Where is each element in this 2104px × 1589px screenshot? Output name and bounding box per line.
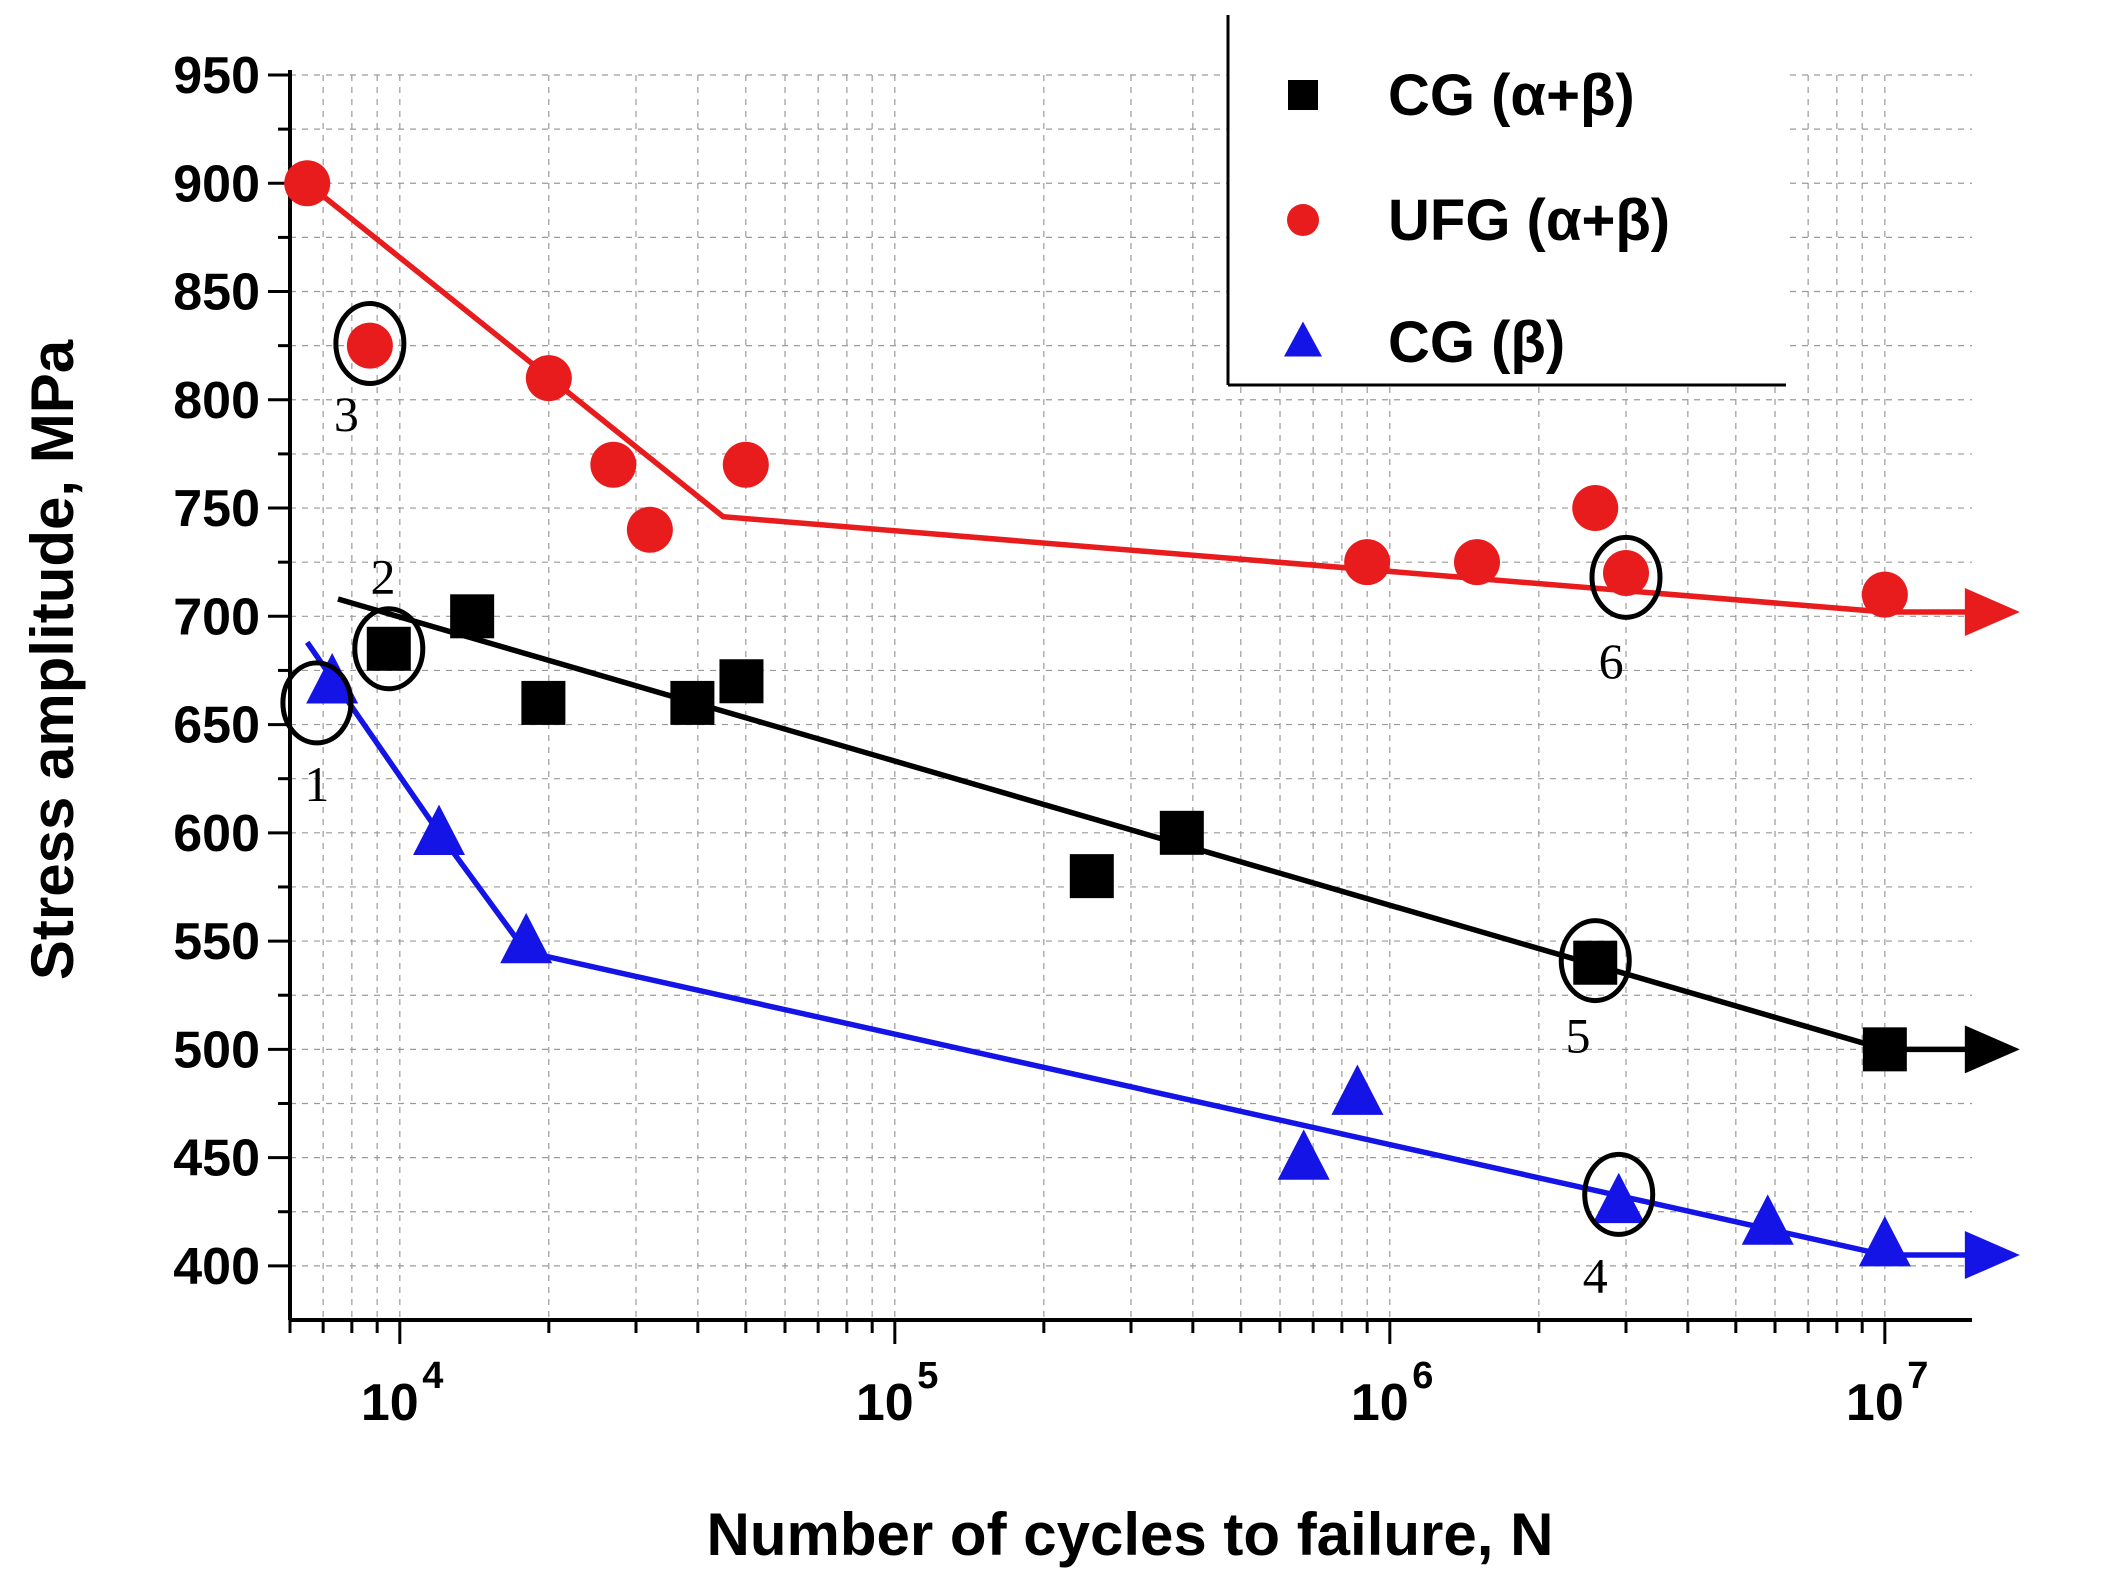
data-point-circle [590,441,637,488]
y-axis-title: Stress amplitude, MPa [19,339,86,980]
annotation-circle [280,660,354,746]
data-point-circle [1453,539,1500,586]
y-tick-label: 850 [173,264,260,322]
fit-line-triangle [304,640,1886,1258]
data-point-triangle [1741,1194,1794,1245]
annotation-circle [1582,1151,1656,1237]
data-point-circle [525,355,572,402]
data-point-triangle [1858,1216,1911,1267]
legend-background [1228,15,1786,385]
x-tick-exponent: 7 [1907,1355,1928,1397]
data-point-circle [1572,485,1619,532]
legend: CG (α+β) UFG (α+β) CG (β) [1226,15,1786,387]
y-tick-label: 950 [173,47,260,105]
annotation-label: 4 [1583,1248,1608,1304]
data-point-square [521,680,566,725]
data-point-circle [1603,550,1650,596]
legend-marker-square [1288,80,1318,110]
annotation-circle [1558,918,1632,1004]
annotation-label: 3 [334,386,359,442]
data-point-triangle [1331,1064,1384,1115]
y-tick-label: 700 [173,588,260,646]
y-tick-label: 900 [173,155,260,213]
y-tick-label: 750 [173,480,260,538]
x-tick-label: 10 [1351,1374,1409,1432]
annotation-circle [333,300,407,386]
x-tick-exponent: 4 [422,1355,443,1397]
legend-marker-circle [1287,204,1319,236]
data-points [284,160,1911,1267]
x-axis-title: Number of cycles to failure, N [707,1501,1554,1568]
data-point-circle [346,322,393,369]
y-tick-label: 400 [173,1238,260,1296]
legend-label: CG (α+β) [1388,63,1635,128]
data-point-square [450,594,495,639]
data-point-triangle [500,912,553,964]
x-tick-label: 10 [1846,1374,1904,1432]
fit-line-circle [305,181,1886,615]
data-point-triangle [1592,1172,1645,1224]
runout-arrow-head [1964,587,2020,636]
data-point-triangle [306,653,359,704]
annotations: 1 2 3 4 5 6 [280,300,1663,1304]
data-point-triangle [413,804,466,856]
data-point-square [1862,1027,1907,1072]
annotation-label: 5 [1566,1007,1591,1063]
legend-label: CG (β) [1388,310,1565,375]
y-tick-label: 550 [173,913,260,971]
y-tick-label: 600 [173,805,260,863]
data-point-square [1573,940,1618,985]
x-tick-exponent: 5 [917,1355,938,1397]
data-point-circle [1861,571,1908,618]
data-point-circle [722,441,769,488]
y-tick-label: 450 [173,1130,260,1188]
data-point-square [719,659,764,704]
y-tick-label: 500 [173,1021,260,1079]
y-tick-label: 650 [173,697,260,755]
annotation-circle [352,606,426,692]
data-point-square [670,680,715,725]
fit-line-square [337,596,1886,1052]
data-point-circle [284,160,331,207]
data-point-square [1069,854,1114,899]
annotation-circle [1589,534,1663,620]
legend-label: UFG (α+β) [1388,188,1670,253]
data-point-circle [1344,539,1391,586]
annotation-label: 2 [371,548,396,604]
runout-arrow-head [1964,1231,2020,1280]
annotation-label: 6 [1599,633,1624,689]
data-point-square [366,626,411,671]
runout-arrow-head [1964,1025,2020,1074]
x-tick-label: 10 [361,1374,419,1432]
data-point-square [1159,810,1204,855]
data-point-circle [626,506,673,553]
x-tick-exponent: 6 [1412,1355,1433,1397]
x-tick-label: 10 [856,1374,914,1432]
annotation-label: 1 [304,756,329,812]
legend-marker-triangle [1284,321,1322,357]
data-point-triangle [1277,1129,1330,1180]
y-tick-label: 800 [173,372,260,430]
